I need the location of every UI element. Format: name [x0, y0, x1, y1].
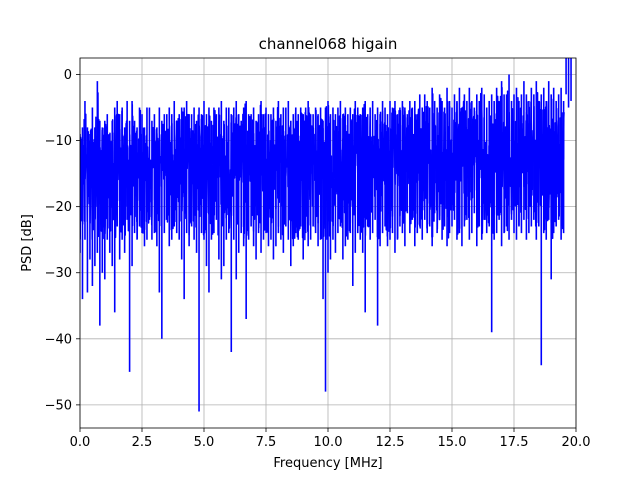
y-tick-label: 0 — [64, 68, 72, 83]
x-tick-label: 5.0 — [194, 435, 215, 450]
x-tick-label: 0.0 — [70, 435, 91, 450]
x-tick-label: 20.0 — [562, 435, 591, 450]
x-tick-label: 15.0 — [438, 435, 467, 450]
x-tick-label: 2.5 — [132, 435, 153, 450]
y-tick-label: −40 — [45, 332, 72, 347]
series-layer — [80, 58, 572, 412]
series-noise-line — [80, 86, 565, 241]
y-tick-label: −30 — [45, 266, 72, 281]
x-axis-label: Frequency [MHz] — [273, 456, 382, 471]
x-tick-label: 17.5 — [500, 435, 529, 450]
y-tick-label: −10 — [45, 134, 72, 149]
x-tick-label: 7.5 — [256, 435, 277, 450]
y-axis-ticks: 0 −10 −20 −30 −40 −50 — [45, 68, 80, 413]
x-tick-label: 10.0 — [314, 435, 343, 450]
x-tick-label: 12.5 — [376, 435, 405, 450]
y-tick-label: −50 — [45, 398, 72, 413]
y-tick-label: −20 — [45, 200, 72, 215]
y-axis-label: PSD [dB] — [20, 214, 35, 272]
chart-title: channel068 higain — [259, 35, 398, 53]
x-axis-ticks: 0.0 2.5 5.0 7.5 10.0 12.5 15.0 17.5 20.0 — [70, 428, 591, 450]
